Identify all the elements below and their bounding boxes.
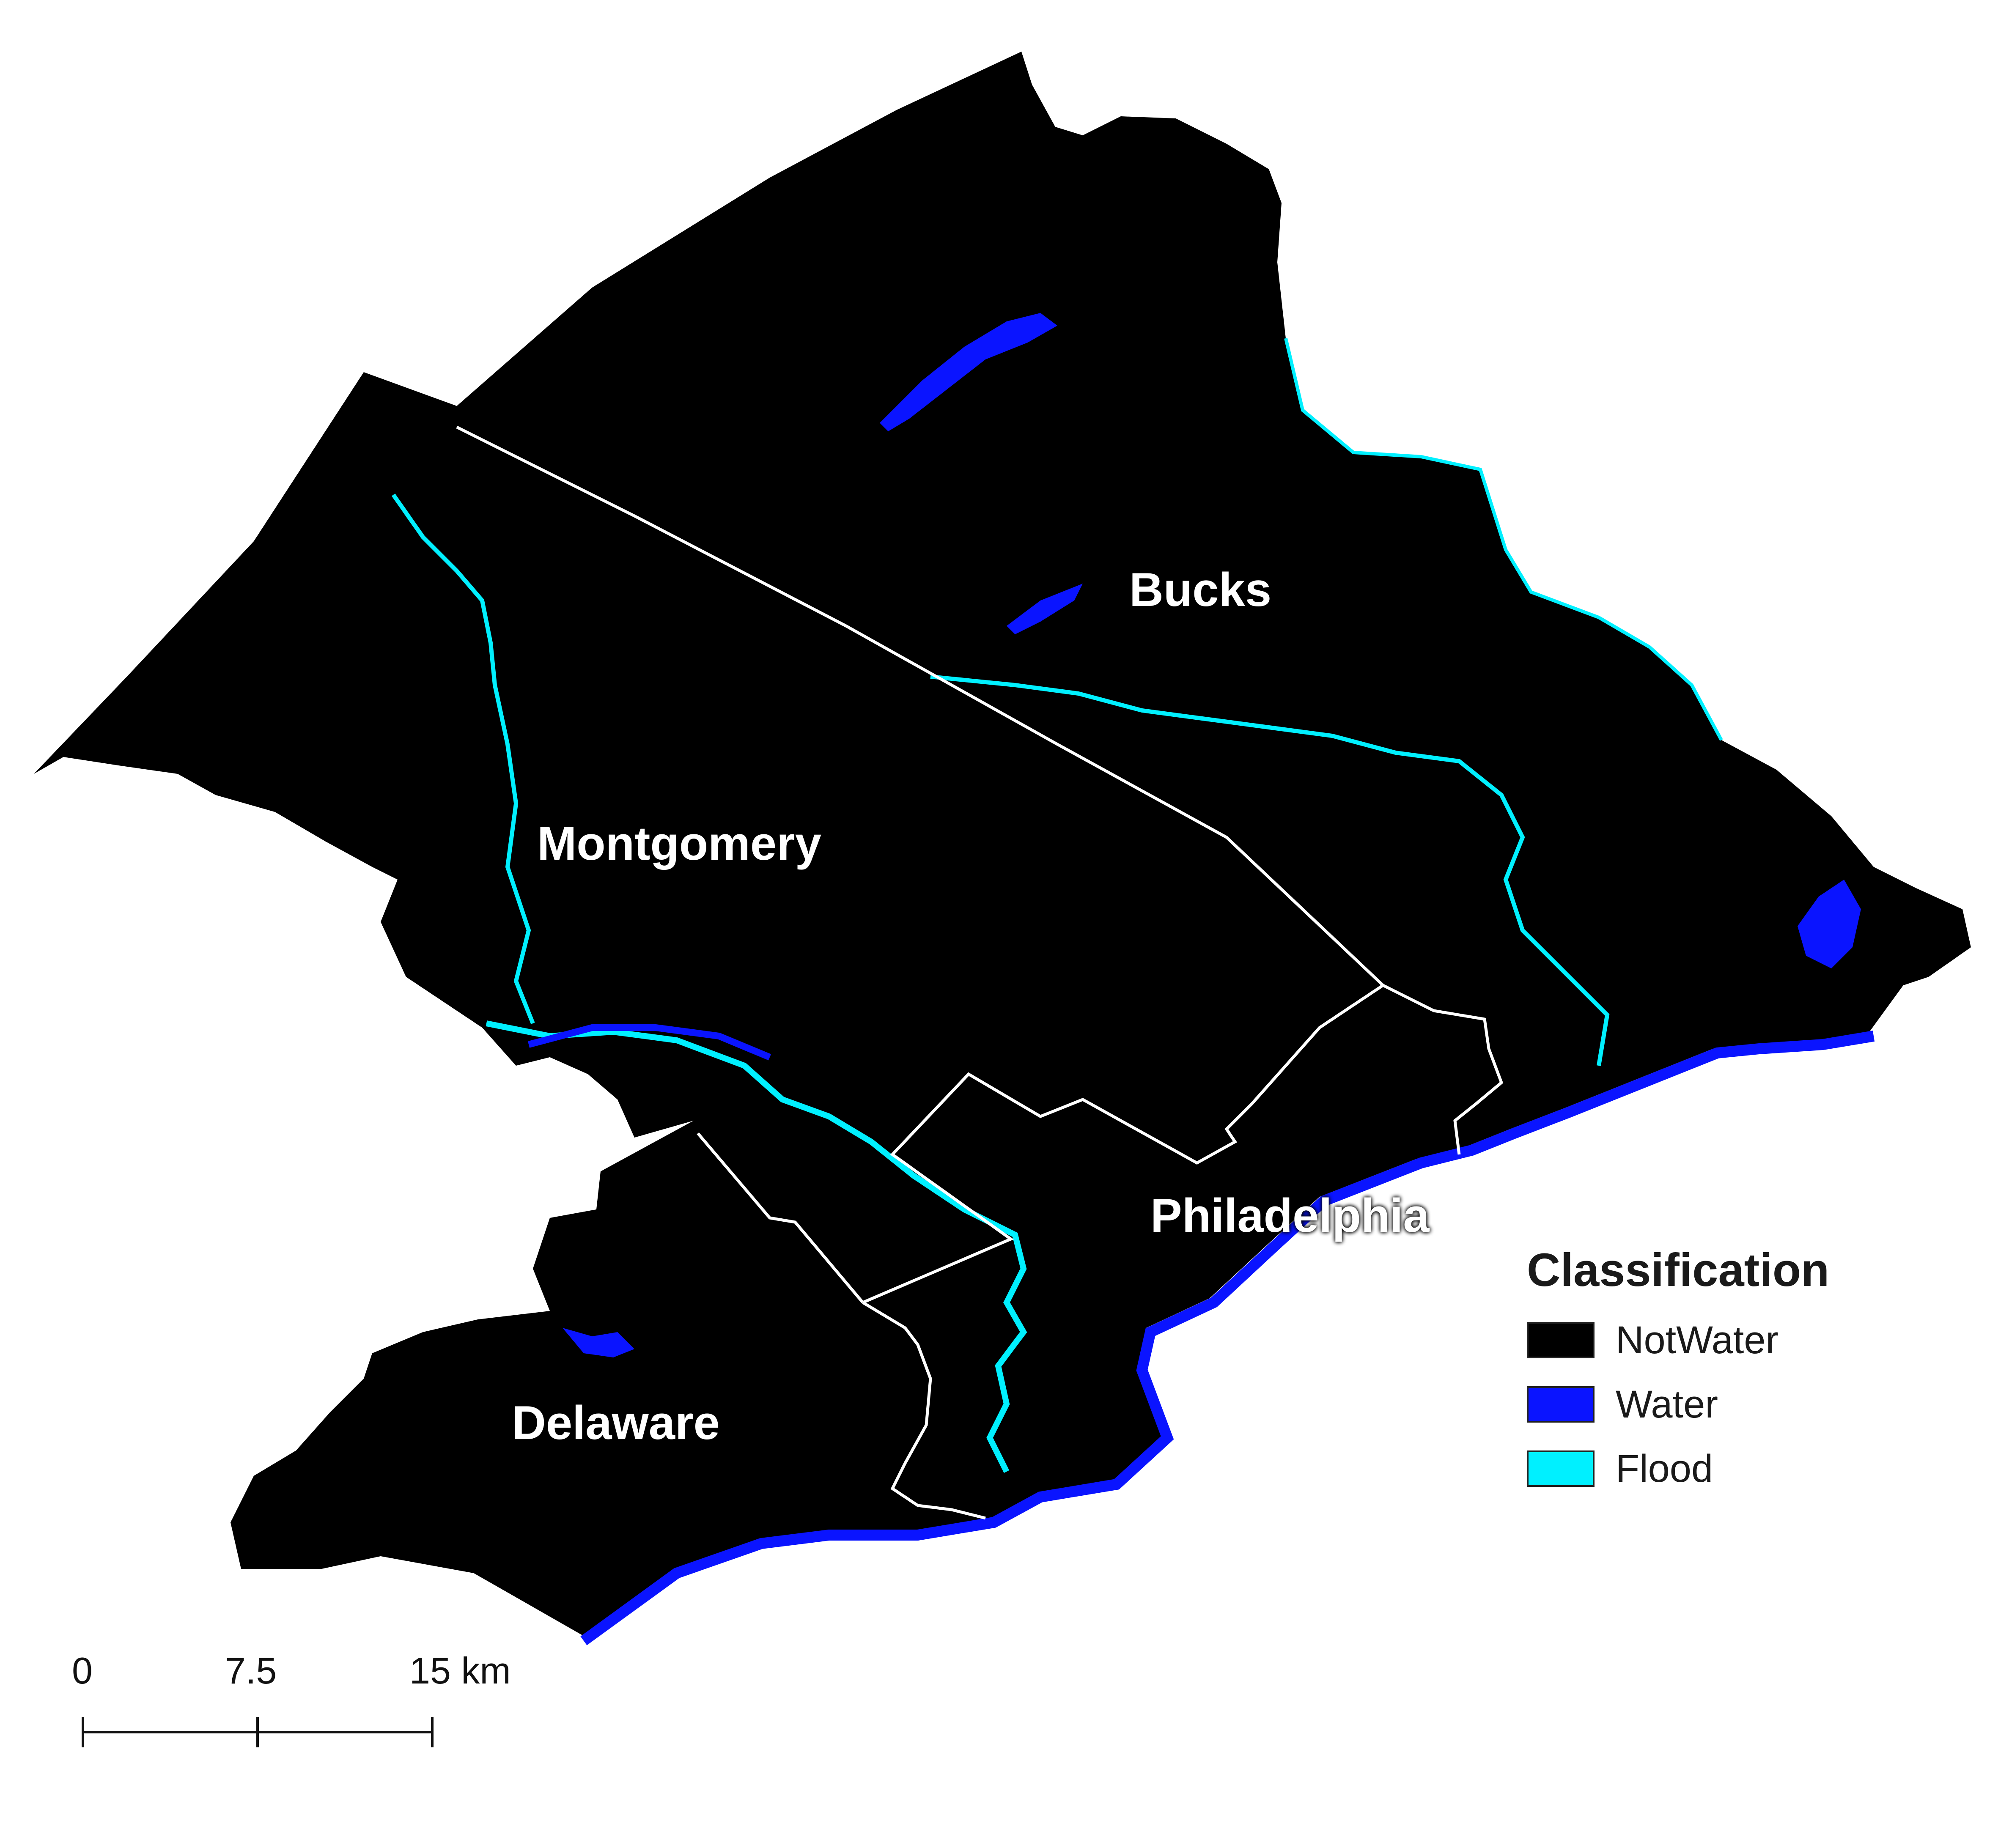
scale-bar-line: [82, 1717, 434, 1747]
neshaminy-creek: [930, 674, 1610, 1066]
legend-swatch-notwater: [1527, 1322, 1595, 1358]
region-landmass: [34, 52, 1971, 1641]
legend: Classification NotWater Water Flood: [1527, 1243, 1829, 1501]
bucks-shore-flood: [1284, 338, 1723, 741]
legend-swatch-flood: [1527, 1450, 1595, 1487]
county-label-delaware: Delaware: [512, 1396, 720, 1449]
schuylkill-river: [486, 1020, 1027, 1473]
legend-item-notwater: NotWater: [1527, 1308, 1829, 1372]
bucks-montgomery-boundary: [456, 425, 1384, 987]
scale-bar: 0 7.5 15 km: [63, 1649, 511, 1759]
perkiomen-creek: [391, 494, 535, 1024]
legend-swatch-water: [1527, 1386, 1595, 1423]
county-label-philadelphia: Philadelphia: [1150, 1189, 1430, 1242]
legend-label: Flood: [1616, 1447, 1713, 1490]
delaware-river: [580, 1031, 1875, 1645]
montgomery-philadelphia-boundary: [862, 984, 1384, 1304]
legend-title: Classification: [1527, 1244, 1830, 1296]
lake-galena: [880, 313, 1057, 431]
county-label-montgomery: Montgomery: [537, 817, 821, 870]
scale-tick-label-2: 15 km: [409, 1650, 511, 1692]
legend-item-water: Water: [1527, 1372, 1829, 1437]
philadelphia-delaware-boundary: [862, 1301, 986, 1520]
legend-item-flood: Flood: [1527, 1437, 1829, 1501]
legend-label: NotWater: [1616, 1318, 1779, 1362]
scale-tick-label-1: 7.5: [225, 1650, 277, 1692]
philadelphia-bucks-boundary: [1382, 984, 1504, 1155]
scale-tick-label-0: 0: [72, 1650, 93, 1692]
montgomery-delaware-boundary: [697, 1132, 864, 1304]
legend-label: Water: [1616, 1382, 1718, 1426]
county-boundaries: [456, 425, 1504, 1520]
county-label-bucks: Bucks: [1129, 563, 1272, 616]
bucks-east-ponds: [1798, 880, 1861, 968]
delaware-county-reservoir: [563, 1328, 634, 1357]
bucks-lake: [1007, 584, 1083, 634]
schuylkill-river-upper: [527, 1024, 771, 1061]
